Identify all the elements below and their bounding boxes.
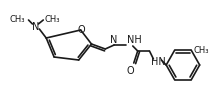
Text: CH₃: CH₃ [44,14,60,23]
Text: O: O [78,25,85,35]
Text: NH: NH [127,35,142,45]
Text: O: O [127,65,135,75]
Text: HN: HN [151,56,166,66]
Text: CH₃: CH₃ [9,14,25,23]
Text: N: N [110,35,118,45]
Text: N: N [32,22,39,32]
Text: CH₃: CH₃ [193,45,209,54]
